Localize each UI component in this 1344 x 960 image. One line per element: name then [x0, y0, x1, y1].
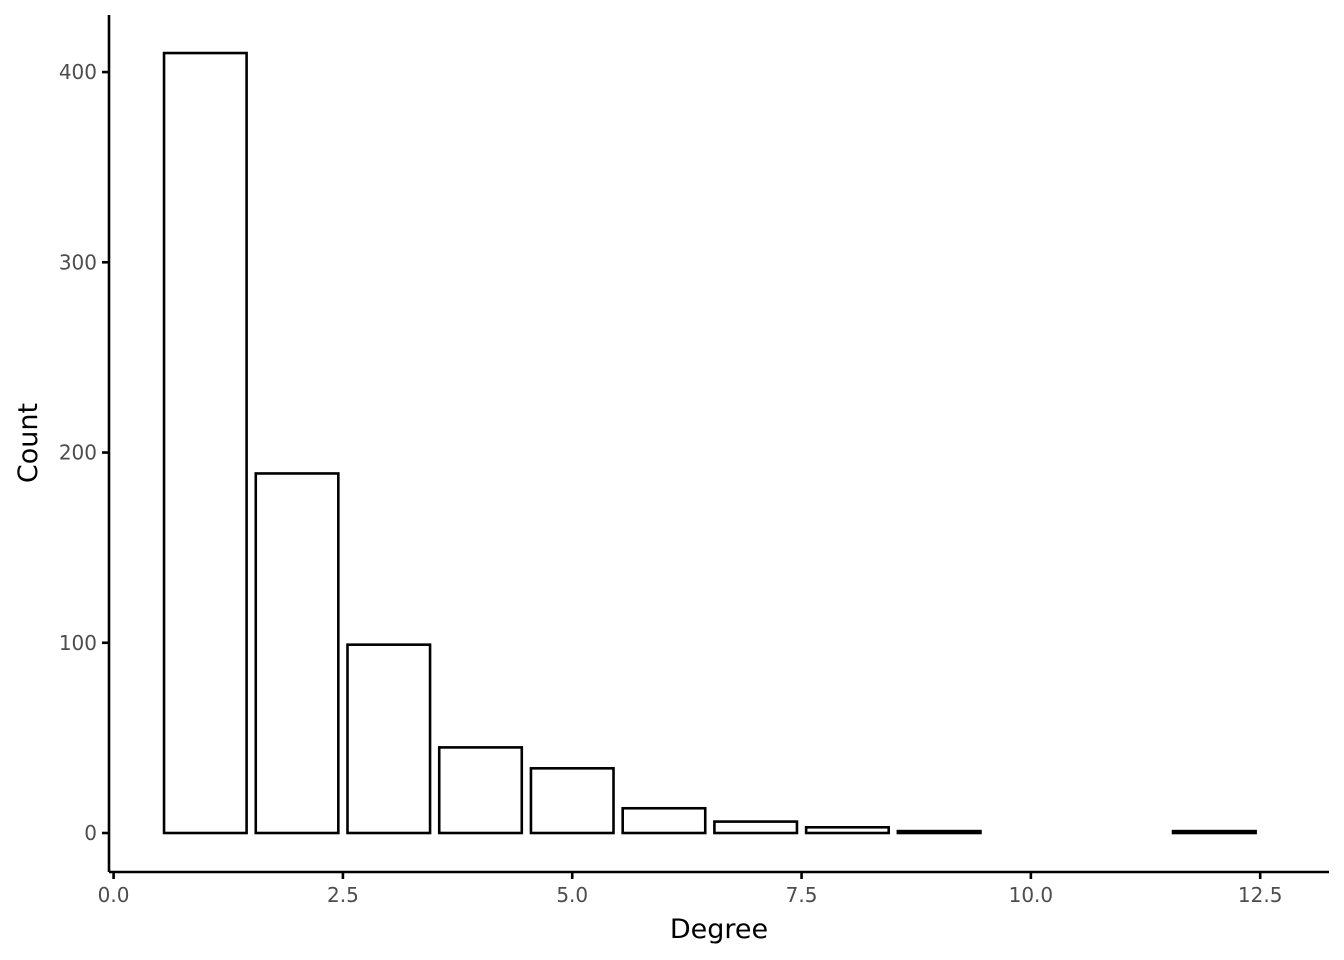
x-tick-label: 10.0 [1009, 883, 1054, 907]
y-axis-ticks: 0 100 200 300 400 [59, 60, 109, 845]
y-tick-label: 0 [84, 821, 97, 845]
y-tick-label: 300 [59, 250, 97, 274]
y-axis-title: Count [13, 403, 44, 483]
bar-degree-9 [896, 829, 982, 835]
bar-degree-7 [713, 820, 799, 835]
bar-degree-12 [1171, 829, 1257, 835]
bar-degree-2 [254, 472, 340, 835]
x-tick-label: 5.0 [556, 883, 588, 907]
bar-degree-6 [621, 806, 707, 835]
x-tick-label: 12.5 [1238, 883, 1283, 907]
x-axis-title: Degree [670, 914, 768, 945]
bar-degree-4 [437, 746, 524, 835]
bars-layer [162, 51, 1257, 835]
bar-degree-3 [346, 643, 432, 835]
x-tick-label: 2.5 [327, 883, 359, 907]
y-tick-label: 100 [59, 631, 97, 655]
x-axis-ticks: 0.0 2.5 5.0 7.5 10.0 12.5 [98, 872, 1283, 907]
bar-degree-8 [804, 825, 890, 835]
y-tick-label: 200 [59, 441, 97, 465]
y-tick-label: 400 [59, 60, 97, 84]
x-tick-label: 7.5 [786, 883, 818, 907]
bar-degree-5 [529, 767, 615, 835]
bar-degree-1 [162, 51, 248, 835]
x-tick-label: 0.0 [98, 883, 130, 907]
